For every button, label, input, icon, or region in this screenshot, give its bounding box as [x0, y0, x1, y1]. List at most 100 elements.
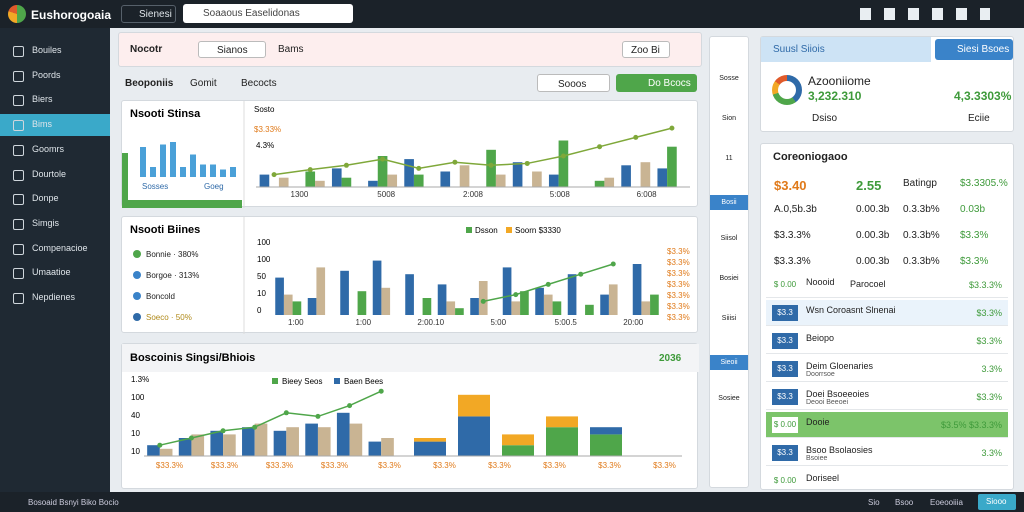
- filter-item[interactable]: Beoponiis: [125, 78, 174, 89]
- point: [480, 298, 486, 304]
- bar: [650, 294, 659, 315]
- search[interactable]: Soaaous Easelidonas: [183, 4, 353, 23]
- panel-chart: Nsooti StinsaSossesGoeg$3.33%4.3%SostoSo…: [122, 101, 690, 208]
- row-icon: $ 0.00: [772, 277, 798, 293]
- rail-item: Siisol: [720, 235, 738, 242]
- card-value: 3,232.310: [808, 89, 862, 103]
- stack-segment: [458, 394, 490, 417]
- filter-item[interactable]: Gomit: [190, 78, 217, 89]
- bar: [349, 423, 363, 456]
- list-row[interactable]: $3.3 Deim Gloenaries Doorrsoe 3.3%: [766, 356, 1008, 382]
- chart-label: 4.3%: [256, 141, 274, 150]
- bar: [275, 277, 284, 315]
- nav-item[interactable]: Bouiles: [0, 40, 110, 62]
- point: [488, 162, 494, 168]
- point: [343, 162, 349, 168]
- bar: [632, 264, 642, 315]
- point: [524, 160, 530, 166]
- bar: [387, 174, 398, 187]
- date[interactable]: Zoo Bi: [622, 41, 670, 58]
- nav-item[interactable]: Biers: [0, 89, 110, 111]
- row-title: Dooie: [806, 417, 830, 427]
- stack-segment: [414, 438, 446, 442]
- row-value: $3.3.3%: [968, 280, 1002, 290]
- stack-segment: [458, 416, 490, 456]
- tab[interactable]: Sienesi: [121, 5, 176, 23]
- legend-dot: [133, 271, 141, 279]
- list-row[interactable]: $3.3 Wsn Coroasnt Slnenai $3.3%: [766, 300, 1008, 326]
- bar: [178, 438, 192, 456]
- bar: [437, 284, 447, 315]
- filter[interactable]: Bams: [278, 44, 304, 55]
- row-title: Doei Bsoeeoies: [806, 389, 870, 399]
- rail: Sosse Sion 11 Bosii Siisol Bosiei Siiisi Sieoii…: [709, 36, 749, 488]
- nav-item[interactable]: Dourtole: [0, 164, 110, 186]
- list-row[interactable]: $3.3 Bsoo Bsolaosies Bsoiee 3.3%: [766, 440, 1008, 466]
- list-row[interactable]: $ 0.00 Noooid Parocoel $3.3.3%: [766, 272, 1008, 298]
- x-label: 2:008: [463, 190, 484, 199]
- chart-label: Sosto: [254, 105, 275, 114]
- bar: [641, 301, 651, 315]
- point: [452, 159, 458, 165]
- list-row[interactable]: $3.3 Beiopo $3.3%: [766, 328, 1008, 354]
- list-row[interactable]: $ 0.00 Doriseel: [766, 468, 1008, 494]
- bar: [405, 274, 414, 315]
- statusbar: [0, 492, 1024, 512]
- bar: [585, 304, 594, 315]
- list-cell: 2.55: [856, 178, 882, 193]
- nav-item[interactable]: Compenacioe: [0, 238, 110, 260]
- row-title: Bsoo Bsolaosies: [806, 445, 873, 455]
- x-label: 20:00: [623, 318, 644, 327]
- list-cell: A.0,5b.3b: [774, 204, 817, 215]
- chip[interactable]: Sianos: [198, 41, 266, 58]
- list-row[interactable]: $ 0.00 Dooie $3.5% $3.3.3%: [766, 412, 1008, 438]
- rail-item: Sion: [721, 115, 736, 122]
- nav-item[interactable]: Bims: [0, 114, 110, 137]
- filter-search[interactable]: Sooos: [537, 74, 610, 92]
- legend-swatch: [506, 227, 512, 233]
- list-cell: Batingp: [903, 178, 937, 189]
- bar: [608, 284, 618, 315]
- status-button[interactable]: Siooo: [978, 494, 1016, 510]
- list-cell: 0.3.3b%: [903, 230, 940, 241]
- row-value: $3.3%: [976, 308, 1002, 318]
- nav-item[interactable]: Simgis: [0, 213, 110, 235]
- row-icon: $3.3: [772, 361, 798, 377]
- card-button[interactable]: Siesi Bsoes: [935, 39, 1013, 60]
- bar: [316, 267, 326, 315]
- filter-item[interactable]: Becocts: [241, 78, 277, 89]
- brand: Eushorogoaia: [31, 8, 112, 22]
- nav-item[interactable]: Donpe: [0, 188, 110, 210]
- row-icon: $3.3: [772, 389, 798, 405]
- card-link[interactable]: Dsiso: [812, 113, 838, 124]
- point: [220, 428, 226, 434]
- nav-item[interactable]: Umaatioe: [0, 262, 110, 284]
- y-label: 40: [131, 411, 140, 420]
- nav-item[interactable]: Nepdienes: [0, 287, 110, 309]
- mini-legend: Goeg: [204, 182, 224, 191]
- card-link[interactable]: Eciie: [968, 113, 990, 124]
- nav-item[interactable]: Poords: [0, 65, 110, 87]
- list-cell: $3.3.3%: [774, 230, 811, 241]
- filter-button[interactable]: Do Bcocs: [616, 74, 697, 92]
- bar: [422, 298, 432, 315]
- mini-bar: [190, 154, 196, 177]
- y-label: 50: [257, 272, 266, 281]
- panel-chart: Boscoinis Singsi/Bhiois 2036 Bieey Seos Bae…: [122, 344, 699, 470]
- nav-item[interactable]: Goomrs: [0, 139, 110, 161]
- list-cell: 0.00.3b: [856, 256, 890, 267]
- list-row[interactable]: $3.3 Doei Bsoeeoies Deooi Beeoei $3.3%: [766, 384, 1008, 410]
- legend-item: Boncold: [146, 292, 175, 301]
- stack-segment: [502, 434, 534, 446]
- bar: [600, 294, 609, 315]
- stack-segment: [502, 445, 534, 456]
- bar: [404, 159, 414, 187]
- mini-bar: [210, 164, 216, 177]
- point: [610, 261, 616, 267]
- status-text: Sio: [868, 498, 880, 507]
- bar: [307, 298, 317, 315]
- bar: [495, 174, 506, 187]
- row-title: Noooid: [806, 277, 835, 287]
- legend: Dsson: [475, 226, 498, 235]
- y-label: $3.3%: [667, 291, 690, 300]
